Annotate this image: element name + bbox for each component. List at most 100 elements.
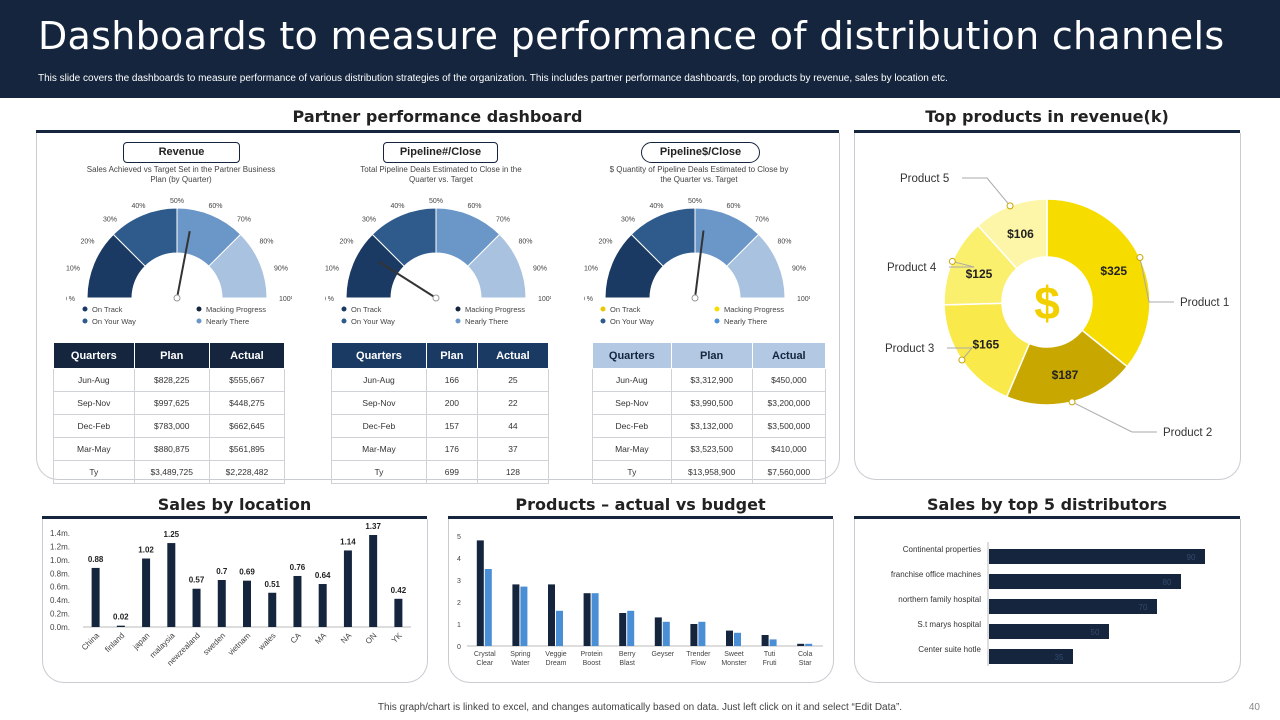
- distributors-bar: [854, 516, 1240, 519]
- gauge-segment: [208, 233, 268, 299]
- bar-value-label: 0.57: [189, 576, 205, 585]
- table-cell: 699: [425, 460, 478, 484]
- gauge-needle: [694, 230, 705, 299]
- table-cell: 22: [476, 391, 550, 415]
- pie-category-label: Product 4: [887, 262, 937, 274]
- table-cell: $3,132,000: [670, 414, 753, 438]
- bar-value-label: 0.88: [88, 555, 104, 564]
- table-cell: $13,958,900: [670, 460, 753, 484]
- dollar-icon: $: [1034, 277, 1060, 329]
- table-cell: Jun-Aug: [331, 368, 427, 392]
- gauge-tick-label: 10%: [584, 266, 598, 273]
- budget-bar: [520, 586, 528, 646]
- x-tick-label: Monster: [721, 660, 747, 667]
- table-cell: 157: [425, 414, 478, 438]
- bar: [989, 624, 1109, 639]
- gauge-tick-label: 30%: [103, 217, 117, 224]
- legend-marker: [341, 306, 347, 312]
- x-tick-label: Cola: [798, 651, 813, 658]
- legend-label: Macking Progress: [465, 305, 525, 314]
- actual-bar: [619, 613, 627, 646]
- top-products-bar: [854, 130, 1240, 133]
- bar: [192, 588, 201, 627]
- pie-leader-line: [1071, 401, 1157, 433]
- column-header: Plan: [425, 342, 478, 369]
- table-cell: 44: [476, 414, 550, 438]
- revenue-pill[interactable]: Revenue: [123, 142, 240, 163]
- table-row: Dec-Feb 157 44: [331, 414, 550, 438]
- gauge-segment: [726, 233, 786, 299]
- gauge-tick-label: 30%: [621, 217, 635, 224]
- x-tick-label: Blast: [619, 660, 635, 667]
- y-tick-label: franchise office machines: [891, 570, 981, 579]
- legend-marker: [455, 318, 461, 324]
- column-header: Actual: [751, 342, 827, 369]
- pie-leader-dot: [1068, 398, 1076, 406]
- legend-marker: [196, 318, 202, 324]
- bar: [116, 625, 125, 627]
- pie-value-label: $165: [973, 338, 1000, 352]
- gauge-tick-label: 100%: [538, 296, 551, 303]
- pipeline-value-subtitle: $ Quantity of Pipeline Deals Estimated t…: [609, 165, 789, 184]
- pie-category-label: Product 5: [900, 173, 949, 185]
- products-budget-title: Products – actual vs budget: [515, 495, 766, 514]
- pipeline-count-pill[interactable]: Pipeline#/Close: [383, 142, 498, 163]
- legend-label: Nearly There: [465, 317, 508, 326]
- bar-value-label: 0.69: [239, 568, 255, 577]
- gauge-tick-label: 80%: [260, 238, 274, 245]
- revenue-table: Quarters Plan Actual Jun-Aug $828,225 $555…: [53, 342, 286, 484]
- gauge-tick-label: 100%: [797, 296, 810, 303]
- gauge-needle: [176, 231, 191, 299]
- actual-bar: [726, 630, 733, 646]
- table-cell: Ty: [331, 460, 427, 484]
- table-cell: $410,000: [751, 437, 827, 461]
- x-tick-label: ON: [364, 631, 379, 646]
- revenue-gauge: 0 % 10% 20% 30% 40% 50% 60% 70% 80% 90% 100% On Tra…: [66, 198, 292, 326]
- gauge-tick-label: 40%: [649, 203, 663, 210]
- gauge-tick-label: 20%: [598, 238, 612, 245]
- bar: [394, 598, 403, 627]
- table-cell: Sep-Nov: [331, 391, 427, 415]
- y-tick-label: 0.8m.: [50, 569, 70, 578]
- x-tick-label: Berry: [619, 651, 636, 658]
- y-tick-label: 0.6m.: [50, 583, 70, 592]
- pie-value-label: $106: [1007, 227, 1034, 241]
- actual-bar: [690, 624, 698, 646]
- table-cell: $448,275: [208, 391, 286, 415]
- pipeline-value-pill[interactable]: Pipeline$/Close: [641, 142, 760, 163]
- y-tick-label: 1: [457, 622, 461, 629]
- x-tick-label: Dream: [545, 660, 566, 667]
- bar: [91, 567, 100, 627]
- legend-label: Macking Progress: [724, 305, 784, 314]
- legend-label: On Track: [351, 305, 382, 314]
- table-cell: Mar-May: [53, 437, 135, 461]
- table-cell: $7,560,000: [751, 460, 827, 484]
- table-row: Dec-Feb $3,132,000 $3,500,000: [592, 414, 827, 438]
- bar: [369, 535, 378, 627]
- y-tick-label: 0.4m.: [50, 596, 70, 605]
- x-tick-label: Spring: [510, 651, 530, 658]
- gauge-tick-label: 60%: [209, 203, 223, 210]
- bar: [142, 558, 151, 627]
- budget-bar: [734, 632, 741, 646]
- table-cell: 200: [425, 391, 478, 415]
- bar: [989, 599, 1157, 614]
- legend-marker: [455, 306, 461, 312]
- bar-value-label: 0.76: [290, 563, 306, 572]
- x-tick-label: Tuti: [764, 651, 776, 658]
- gauge-segment: [467, 233, 527, 299]
- x-tick-label: wales: [256, 631, 278, 653]
- gauge-tick-label: 70%: [755, 217, 769, 224]
- y-tick-label: 1.0m.: [50, 556, 70, 565]
- table-cell: Sep-Nov: [53, 391, 135, 415]
- page-title: Dashboards to measure performance of dis…: [38, 14, 1225, 58]
- gauge-tick-label: 10%: [325, 266, 339, 273]
- top-products-title: Top products in revenue(k): [925, 107, 1169, 126]
- table-cell: $3,500,000: [751, 414, 827, 438]
- budget-bar: [591, 593, 599, 646]
- y-tick-label: 3: [457, 578, 461, 585]
- bar: [989, 549, 1205, 564]
- gauge-tick-label: 60%: [727, 203, 741, 210]
- x-tick-label: YK: [390, 631, 404, 645]
- bar-value-label: 0.51: [264, 580, 280, 589]
